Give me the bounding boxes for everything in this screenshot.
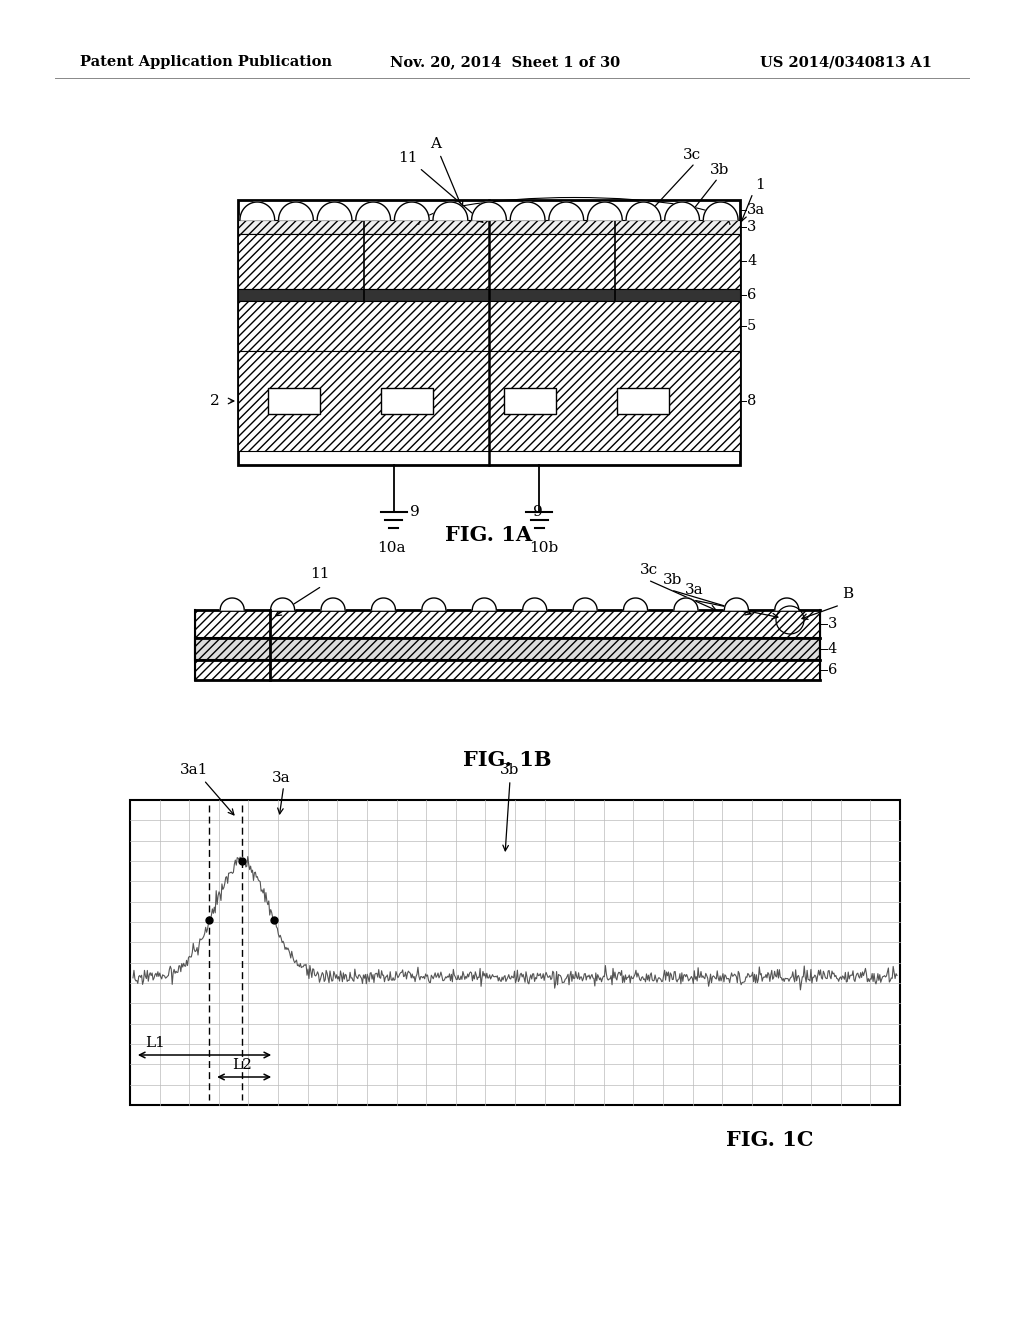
Polygon shape xyxy=(317,202,352,220)
Polygon shape xyxy=(573,598,597,610)
Text: 3c: 3c xyxy=(683,148,701,162)
Polygon shape xyxy=(372,598,395,610)
Text: 3b: 3b xyxy=(710,162,729,177)
Polygon shape xyxy=(724,598,749,610)
Polygon shape xyxy=(355,202,390,220)
Text: 3: 3 xyxy=(828,616,838,631)
Bar xyxy=(195,660,820,680)
Text: A: A xyxy=(430,137,463,209)
Text: 11: 11 xyxy=(398,150,483,222)
Polygon shape xyxy=(665,202,699,220)
Text: 11: 11 xyxy=(310,568,330,581)
Bar xyxy=(268,388,321,414)
Polygon shape xyxy=(549,202,584,220)
Text: 4: 4 xyxy=(828,642,838,656)
Polygon shape xyxy=(624,598,647,610)
Text: 3a1: 3a1 xyxy=(179,763,208,777)
Text: Patent Application Publication: Patent Application Publication xyxy=(80,55,332,69)
Polygon shape xyxy=(472,598,497,610)
Bar xyxy=(238,220,740,234)
Polygon shape xyxy=(522,598,547,610)
Text: FIG. 1C: FIG. 1C xyxy=(726,1130,814,1150)
Bar xyxy=(504,388,556,414)
Polygon shape xyxy=(394,202,429,220)
Polygon shape xyxy=(775,598,799,610)
Text: 3a: 3a xyxy=(746,203,765,216)
Polygon shape xyxy=(279,202,313,220)
Text: 1: 1 xyxy=(755,178,765,191)
Text: 3: 3 xyxy=(746,220,757,234)
Polygon shape xyxy=(626,202,660,220)
Bar xyxy=(195,610,820,638)
Bar xyxy=(238,289,740,301)
Polygon shape xyxy=(703,202,738,220)
Text: Nov. 20, 2014  Sheet 1 of 30: Nov. 20, 2014 Sheet 1 of 30 xyxy=(390,55,621,69)
Bar xyxy=(238,301,740,351)
Bar xyxy=(130,800,900,1105)
Text: L1: L1 xyxy=(145,1036,165,1049)
Polygon shape xyxy=(472,202,507,220)
Bar xyxy=(238,234,740,289)
Polygon shape xyxy=(510,202,545,220)
Text: 3a: 3a xyxy=(685,583,703,597)
Text: 6: 6 xyxy=(828,663,838,677)
Text: 4: 4 xyxy=(746,253,757,268)
Polygon shape xyxy=(588,202,623,220)
Text: FIG. 1B: FIG. 1B xyxy=(463,750,552,770)
Text: 5: 5 xyxy=(746,319,757,333)
Bar xyxy=(238,201,740,465)
Text: US 2014/0340813 A1: US 2014/0340813 A1 xyxy=(760,55,932,69)
Polygon shape xyxy=(674,598,698,610)
Polygon shape xyxy=(433,202,468,220)
Polygon shape xyxy=(240,202,274,220)
Text: 3b: 3b xyxy=(663,573,682,587)
Bar xyxy=(238,351,740,451)
Polygon shape xyxy=(270,598,295,610)
Bar xyxy=(195,638,820,660)
Text: 8: 8 xyxy=(746,393,757,408)
Text: 10b: 10b xyxy=(529,541,558,554)
Text: B: B xyxy=(842,587,853,601)
Polygon shape xyxy=(220,598,244,610)
Text: FIG. 1A: FIG. 1A xyxy=(445,525,532,545)
Text: 2: 2 xyxy=(210,393,220,408)
Text: 9: 9 xyxy=(410,506,420,519)
Polygon shape xyxy=(422,598,445,610)
Text: 10a: 10a xyxy=(378,541,407,554)
Text: 3b: 3b xyxy=(500,763,519,777)
Bar xyxy=(381,388,433,414)
Polygon shape xyxy=(322,598,345,610)
Text: L2: L2 xyxy=(231,1059,252,1072)
Text: 6: 6 xyxy=(746,288,757,302)
Text: 9: 9 xyxy=(534,506,543,519)
Bar xyxy=(617,388,669,414)
Text: 3a: 3a xyxy=(271,771,290,785)
Text: 3c: 3c xyxy=(640,564,658,577)
